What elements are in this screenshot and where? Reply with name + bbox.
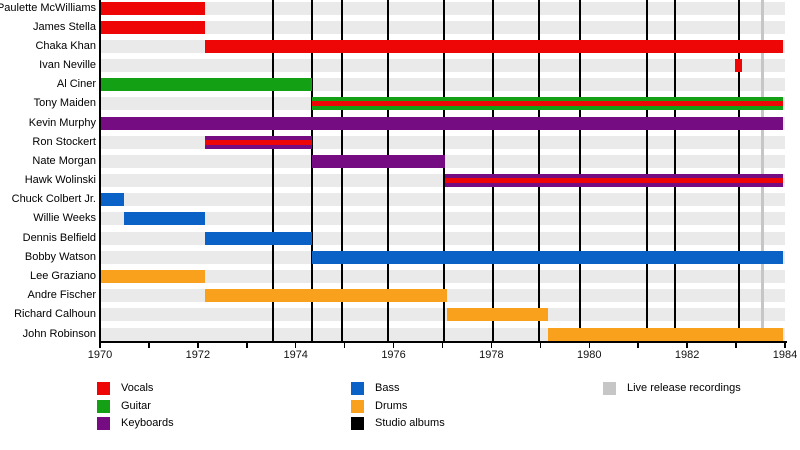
member-label: Chaka Khan bbox=[35, 39, 96, 52]
tenure-bar bbox=[205, 231, 312, 245]
axis-tick-label: 1984 bbox=[772, 349, 798, 361]
tenure-bar bbox=[205, 289, 448, 303]
tenure-bar bbox=[311, 250, 783, 264]
legend-label: Vocals bbox=[121, 382, 154, 394]
legend-swatch-bass bbox=[351, 382, 364, 395]
axis-tick bbox=[294, 343, 297, 348]
live-release-line bbox=[761, 0, 765, 341]
tenure-bar bbox=[205, 135, 312, 149]
member-label: Chuck Colbert Jr. bbox=[11, 193, 96, 206]
studio-album-line bbox=[673, 0, 677, 341]
axis-tick bbox=[197, 343, 199, 348]
axis-tick-label: 1974 bbox=[283, 349, 308, 361]
axis-tick bbox=[539, 343, 542, 348]
tenure-bar bbox=[100, 116, 783, 130]
tenure-bar bbox=[444, 174, 783, 188]
tenure-bar bbox=[100, 1, 206, 15]
tenure-bar-stripe bbox=[311, 106, 783, 111]
axis-tick bbox=[686, 343, 688, 348]
legend-label: Keyboards bbox=[121, 416, 174, 429]
legend-swatch-vocals bbox=[97, 382, 110, 395]
tenure-bar bbox=[124, 212, 206, 226]
axis-tick bbox=[99, 343, 101, 348]
member-label: Hawk Wolinski bbox=[24, 174, 96, 187]
studio-album-line bbox=[578, 0, 582, 341]
studio-album-line bbox=[310, 0, 314, 341]
legend-swatch-studio-albums bbox=[351, 416, 364, 430]
tenure-bar-stripe bbox=[444, 174, 783, 179]
studio-album-line bbox=[737, 0, 741, 341]
tenure-bar-stripe bbox=[205, 139, 312, 145]
member-label: John Robinson bbox=[22, 327, 96, 340]
axis-tick-label: 1976 bbox=[381, 349, 406, 361]
member-label: Nate Morgan bbox=[32, 154, 96, 167]
tenure-bar-stripe bbox=[444, 183, 783, 188]
studio-album-line bbox=[645, 0, 649, 341]
axis-tick bbox=[784, 343, 786, 348]
member-label: Tony Maiden bbox=[33, 97, 96, 110]
studio-album-line bbox=[442, 0, 446, 341]
tenure-bar-stripe bbox=[205, 144, 312, 149]
studio-album-line bbox=[271, 0, 275, 341]
tenure-bar bbox=[311, 97, 783, 111]
member-label: Dennis Belfield bbox=[22, 231, 96, 244]
member-label: James Stella bbox=[33, 20, 96, 33]
tenure-bar bbox=[100, 20, 206, 34]
axis-tick bbox=[148, 343, 150, 348]
y-axis-line bbox=[98, 0, 102, 343]
legend-label: Bass bbox=[375, 382, 400, 394]
member-label: Andre Fischer bbox=[27, 289, 96, 302]
member-label: Lee Graziano bbox=[29, 270, 96, 283]
x-axis-line bbox=[98, 340, 787, 343]
tenure-bar-stripe bbox=[444, 178, 783, 184]
studio-album-line bbox=[537, 0, 541, 341]
legend-label: Live release recordings bbox=[627, 382, 741, 394]
legend-label: Drums bbox=[375, 399, 408, 412]
tenure-bar-stripe bbox=[205, 135, 312, 140]
axis-tick bbox=[441, 343, 444, 348]
axis-tick bbox=[637, 343, 639, 348]
member-label: Al Ciner bbox=[56, 78, 96, 91]
tenure-bar-stripe bbox=[311, 97, 783, 102]
member-label: Kevin Murphy bbox=[28, 116, 96, 129]
tenure-bar bbox=[100, 193, 125, 207]
axis-tick bbox=[490, 343, 493, 348]
legend-swatch-keyboards bbox=[97, 416, 110, 430]
tenure-bar bbox=[547, 327, 783, 341]
studio-album-line bbox=[386, 0, 390, 341]
tenure-bar-stripe bbox=[311, 101, 783, 107]
axis-tick bbox=[343, 343, 346, 348]
studio-album-line bbox=[340, 0, 344, 341]
legend-swatch-drums bbox=[351, 399, 364, 413]
member-label: Paulette McWilliams bbox=[0, 1, 96, 14]
tenure-bar bbox=[311, 154, 445, 168]
member-label: Ivan Neville bbox=[39, 59, 96, 72]
legend-label: Guitar bbox=[121, 399, 151, 412]
axis-tick-label: 1978 bbox=[479, 349, 504, 361]
tenure-bar bbox=[735, 59, 742, 73]
axis-tick-label: 1972 bbox=[185, 349, 211, 361]
member-label: Bobby Watson bbox=[24, 250, 96, 263]
legend-swatch-guitar bbox=[97, 399, 110, 413]
axis-tick bbox=[735, 343, 737, 348]
tenure-bar bbox=[447, 308, 548, 322]
axis-tick bbox=[246, 343, 248, 348]
axis-tick-label: 1980 bbox=[577, 349, 602, 361]
axis-tick-label: 1982 bbox=[674, 349, 700, 361]
tenure-bar bbox=[100, 270, 206, 284]
member-label: Richard Calhoun bbox=[14, 308, 96, 321]
studio-album-line bbox=[491, 0, 495, 341]
legend-swatch-live-release-recordings bbox=[603, 382, 616, 395]
axis-tick-label: 1970 bbox=[87, 349, 113, 361]
tenure-bar bbox=[205, 39, 783, 53]
legend-label: Studio albums bbox=[375, 416, 445, 429]
tenure-bar bbox=[100, 78, 312, 92]
axis-tick bbox=[588, 343, 591, 348]
axis-tick bbox=[392, 343, 395, 348]
member-label: Ron Stockert bbox=[32, 135, 96, 148]
member-label: Willie Weeks bbox=[33, 212, 96, 225]
